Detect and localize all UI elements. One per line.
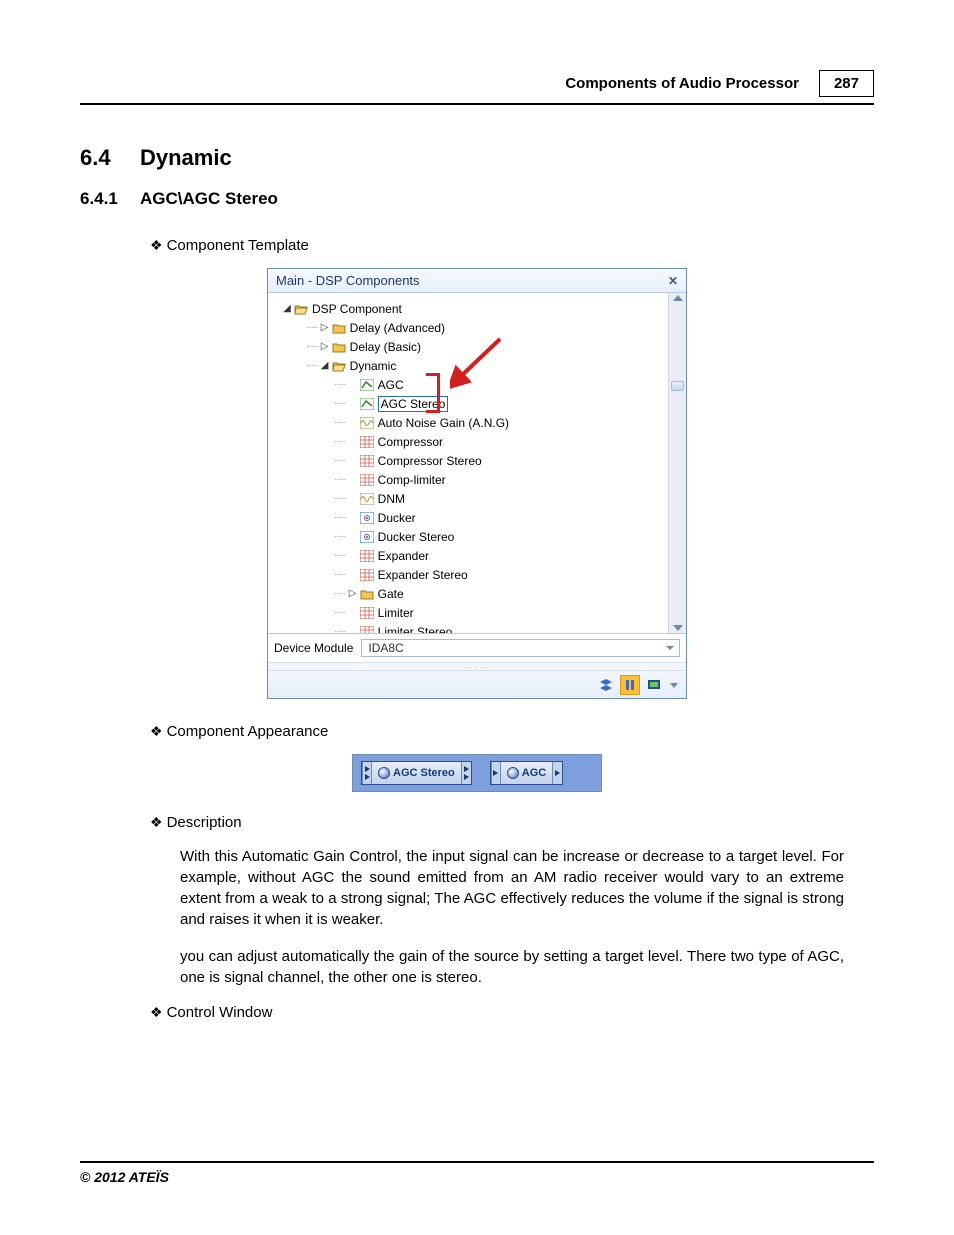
description-p1: With this Automatic Gain Control, the in… xyxy=(180,846,844,930)
scroll-thumb[interactable] xyxy=(671,381,684,391)
dropdown-icon[interactable] xyxy=(668,675,680,695)
tree-node-label: Limiter xyxy=(378,606,414,620)
description-p2: you can adjust automatically the gain of… xyxy=(180,946,844,988)
tree-node[interactable]: ·····Compressor Stereo xyxy=(278,451,664,470)
bullet-appearance: ❖Component Appearance xyxy=(150,723,874,740)
tree-node[interactable]: ◢ DSP Component xyxy=(278,299,664,318)
section-name: Components of Audio Processor xyxy=(565,75,799,92)
component-block[interactable]: AGC Stereo xyxy=(361,761,472,785)
grid-icon xyxy=(360,626,374,634)
tree-node-label: AGC xyxy=(378,378,404,392)
expand-toggle[interactable]: ▷ xyxy=(320,341,330,352)
expand-toggle[interactable]: ▷ xyxy=(348,588,358,599)
component-tree[interactable]: ◢DSP Component·····▷Delay (Advanced)····… xyxy=(268,293,668,633)
folder-open-icon xyxy=(332,360,346,372)
grid-icon xyxy=(360,607,374,619)
tree-node-label: Limiter Stereo xyxy=(378,625,453,634)
tree-node-label: Auto Noise Gain (A.N.G) xyxy=(378,416,509,430)
folder-icon xyxy=(360,588,374,600)
highlight-bracket xyxy=(426,373,440,413)
page-footer: © 2012 ATEÏS xyxy=(80,1161,874,1185)
component-label: AGC Stereo xyxy=(393,767,455,779)
panel-toolbar xyxy=(268,670,686,698)
bullet-template: ❖Component Template xyxy=(150,237,874,254)
expand-toggle[interactable]: ◢ xyxy=(282,303,292,314)
scroll-down-icon[interactable] xyxy=(673,625,683,631)
grid-icon xyxy=(360,455,374,467)
page-number: 287 xyxy=(819,70,874,97)
agc-icon xyxy=(360,379,374,391)
highlight-arrow-icon xyxy=(450,333,510,389)
component-label: AGC xyxy=(522,767,546,779)
tree-node-label: Comp-limiter xyxy=(378,473,446,487)
tree-node[interactable]: ·····Expander xyxy=(278,546,664,565)
layers-icon[interactable] xyxy=(596,675,616,695)
folder-icon xyxy=(332,322,346,334)
output-ports xyxy=(461,762,471,784)
input-ports xyxy=(491,762,501,784)
tree-node-label: Ducker xyxy=(378,511,416,525)
tree-node[interactable]: ·····Expander Stereo xyxy=(278,565,664,584)
tree-node[interactable]: ·····Limiter xyxy=(278,603,664,622)
wave-icon xyxy=(360,417,374,429)
tree-node-label: Delay (Basic) xyxy=(350,340,421,354)
tree-node[interactable]: ·····▷Gate xyxy=(278,584,664,603)
tree-node-label: Compressor Stereo xyxy=(378,454,482,468)
close-icon[interactable]: ✕ xyxy=(668,274,678,288)
expand-toggle[interactable]: ▷ xyxy=(320,322,330,333)
agc-icon xyxy=(360,398,374,410)
tree-node-label: DSP Component xyxy=(312,302,402,316)
grid-icon xyxy=(360,569,374,581)
knob-icon xyxy=(507,767,519,779)
tree-node-label: Gate xyxy=(378,587,404,601)
panel-resize-grip[interactable]: ····· xyxy=(268,662,686,670)
output-ports xyxy=(552,762,562,784)
bullet-control: ❖Control Window xyxy=(150,1004,874,1021)
grid-icon xyxy=(360,550,374,562)
tree-node-label: Dynamic xyxy=(350,359,397,373)
tree-node[interactable]: ·····Limiter Stereo xyxy=(278,622,664,633)
page-header: Components of Audio Processor 287 xyxy=(80,70,874,105)
heading-2: 6.4.1AGC\AGC Stereo xyxy=(80,189,874,209)
tree-node-label: Ducker Stereo xyxy=(378,530,455,544)
device-module-label: Device Module xyxy=(274,641,353,655)
tree-node-label: Delay (Advanced) xyxy=(350,321,445,335)
device-module-row: Device Module IDA8C xyxy=(268,633,686,662)
grid-icon xyxy=(360,436,374,448)
tree-node-label: DNM xyxy=(378,492,405,506)
slider-icon[interactable] xyxy=(620,675,640,695)
tree-node[interactable]: ·····Ducker Stereo xyxy=(278,527,664,546)
grid-icon xyxy=(360,474,374,486)
tree-scrollbar[interactable] xyxy=(668,293,686,633)
expand-toggle[interactable]: ◢ xyxy=(320,360,330,371)
dsp-components-panel: Main - DSP Components ✕ ◢ DSP Component ··… xyxy=(267,268,687,699)
folder-icon xyxy=(332,341,346,353)
tree-node[interactable]: ·····Comp-limiter xyxy=(278,470,664,489)
tree-node-label: Expander Stereo xyxy=(378,568,468,582)
tree-node[interactable]: ·····Ducker xyxy=(278,508,664,527)
dot-icon xyxy=(360,512,374,524)
folder-open-icon xyxy=(294,303,308,315)
dot-icon xyxy=(360,531,374,543)
component-appearance-row: AGC Stereo AGC xyxy=(352,754,602,792)
tree-node[interactable]: ·····Compressor xyxy=(278,432,664,451)
input-ports xyxy=(362,762,372,784)
panel-title: Main - DSP Components xyxy=(276,273,420,288)
device-module-select[interactable]: IDA8C xyxy=(361,639,680,657)
bullet-description: ❖Description xyxy=(150,814,874,831)
wave-icon xyxy=(360,493,374,505)
tree-node-label: Compressor xyxy=(378,435,443,449)
component-block[interactable]: AGC xyxy=(490,761,563,785)
tree-node[interactable]: ·····AGC Stereo xyxy=(278,394,664,413)
scroll-up-icon[interactable] xyxy=(673,295,683,301)
tree-node[interactable]: ·····Auto Noise Gain (A.N.G) xyxy=(278,413,664,432)
screen-icon[interactable] xyxy=(644,675,664,695)
tree-node[interactable]: ·····DNM xyxy=(278,489,664,508)
heading-1: 6.4Dynamic xyxy=(80,145,874,171)
knob-icon xyxy=(378,767,390,779)
tree-node-label: Expander xyxy=(378,549,429,563)
panel-titlebar: Main - DSP Components ✕ xyxy=(268,269,686,293)
